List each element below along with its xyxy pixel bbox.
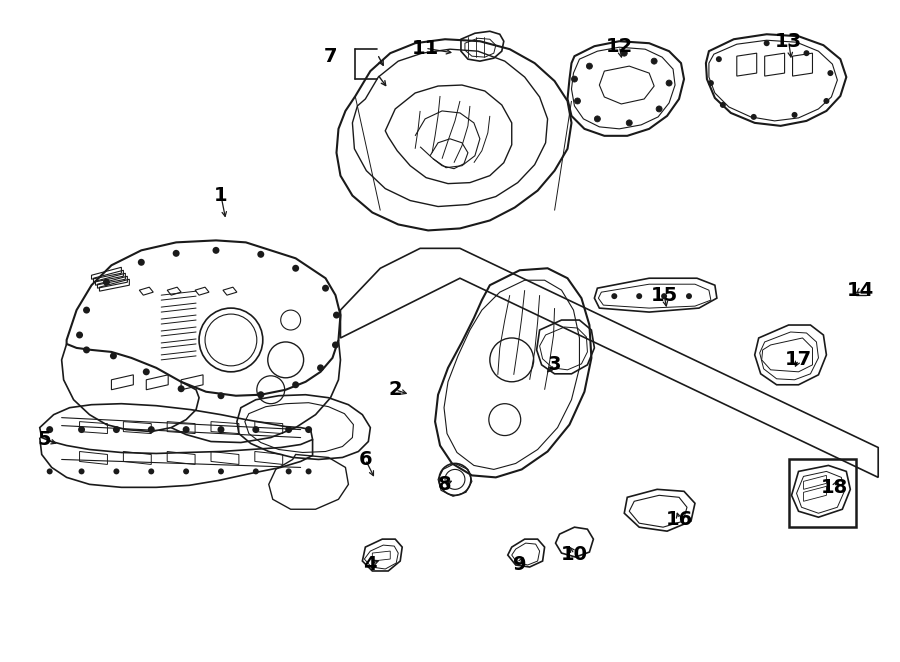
- Circle shape: [621, 50, 627, 56]
- Circle shape: [143, 368, 149, 375]
- Circle shape: [183, 426, 190, 433]
- Text: 1: 1: [214, 186, 228, 205]
- Circle shape: [285, 426, 292, 433]
- Text: 4: 4: [364, 555, 377, 573]
- Circle shape: [708, 80, 714, 86]
- Text: 18: 18: [821, 478, 848, 497]
- Circle shape: [218, 426, 224, 433]
- Circle shape: [804, 50, 809, 56]
- Circle shape: [656, 106, 662, 112]
- Text: 17: 17: [785, 350, 812, 369]
- Text: 14: 14: [847, 281, 874, 300]
- Circle shape: [322, 285, 329, 292]
- Circle shape: [305, 426, 312, 433]
- Circle shape: [103, 279, 110, 286]
- Circle shape: [46, 426, 53, 433]
- Circle shape: [574, 98, 580, 104]
- Circle shape: [764, 40, 770, 46]
- Circle shape: [292, 381, 299, 388]
- Circle shape: [78, 469, 85, 475]
- Text: 2: 2: [389, 380, 402, 399]
- Circle shape: [113, 469, 120, 475]
- Text: 8: 8: [438, 475, 452, 494]
- Circle shape: [792, 112, 797, 118]
- Text: 10: 10: [561, 545, 588, 563]
- Circle shape: [212, 247, 220, 254]
- Text: 16: 16: [665, 510, 693, 529]
- Circle shape: [138, 259, 145, 265]
- Circle shape: [173, 250, 180, 257]
- Text: 11: 11: [411, 38, 438, 58]
- Circle shape: [626, 120, 632, 126]
- Circle shape: [587, 63, 592, 69]
- Circle shape: [716, 56, 722, 62]
- Circle shape: [686, 293, 692, 299]
- Circle shape: [257, 391, 265, 399]
- Circle shape: [611, 293, 617, 299]
- Text: 3: 3: [548, 355, 562, 374]
- Circle shape: [824, 98, 830, 104]
- Circle shape: [177, 385, 184, 393]
- Circle shape: [252, 426, 259, 433]
- Circle shape: [332, 342, 339, 348]
- Circle shape: [218, 469, 224, 475]
- Circle shape: [292, 265, 299, 271]
- Circle shape: [572, 76, 578, 82]
- Circle shape: [333, 312, 340, 318]
- Circle shape: [148, 426, 155, 433]
- Circle shape: [636, 293, 643, 299]
- Circle shape: [47, 469, 53, 475]
- Circle shape: [83, 346, 90, 354]
- Circle shape: [218, 393, 224, 399]
- Circle shape: [112, 426, 120, 433]
- Circle shape: [594, 116, 600, 122]
- Circle shape: [306, 469, 311, 475]
- Circle shape: [285, 469, 292, 475]
- Circle shape: [662, 293, 667, 299]
- Text: 5: 5: [38, 430, 51, 449]
- Circle shape: [253, 469, 259, 475]
- Text: 15: 15: [651, 285, 678, 305]
- Circle shape: [83, 307, 90, 314]
- Text: 9: 9: [513, 555, 526, 573]
- Circle shape: [720, 102, 725, 108]
- Text: 13: 13: [775, 32, 802, 51]
- Circle shape: [751, 114, 757, 120]
- Circle shape: [76, 332, 83, 338]
- Circle shape: [78, 426, 85, 433]
- Text: 7: 7: [324, 46, 338, 66]
- Circle shape: [110, 352, 117, 359]
- Circle shape: [257, 251, 265, 258]
- Circle shape: [183, 469, 189, 475]
- Text: 6: 6: [358, 450, 373, 469]
- Circle shape: [666, 80, 672, 86]
- Text: 12: 12: [606, 36, 633, 56]
- Circle shape: [148, 469, 154, 475]
- Circle shape: [317, 364, 324, 371]
- Circle shape: [827, 70, 833, 76]
- Circle shape: [652, 58, 657, 64]
